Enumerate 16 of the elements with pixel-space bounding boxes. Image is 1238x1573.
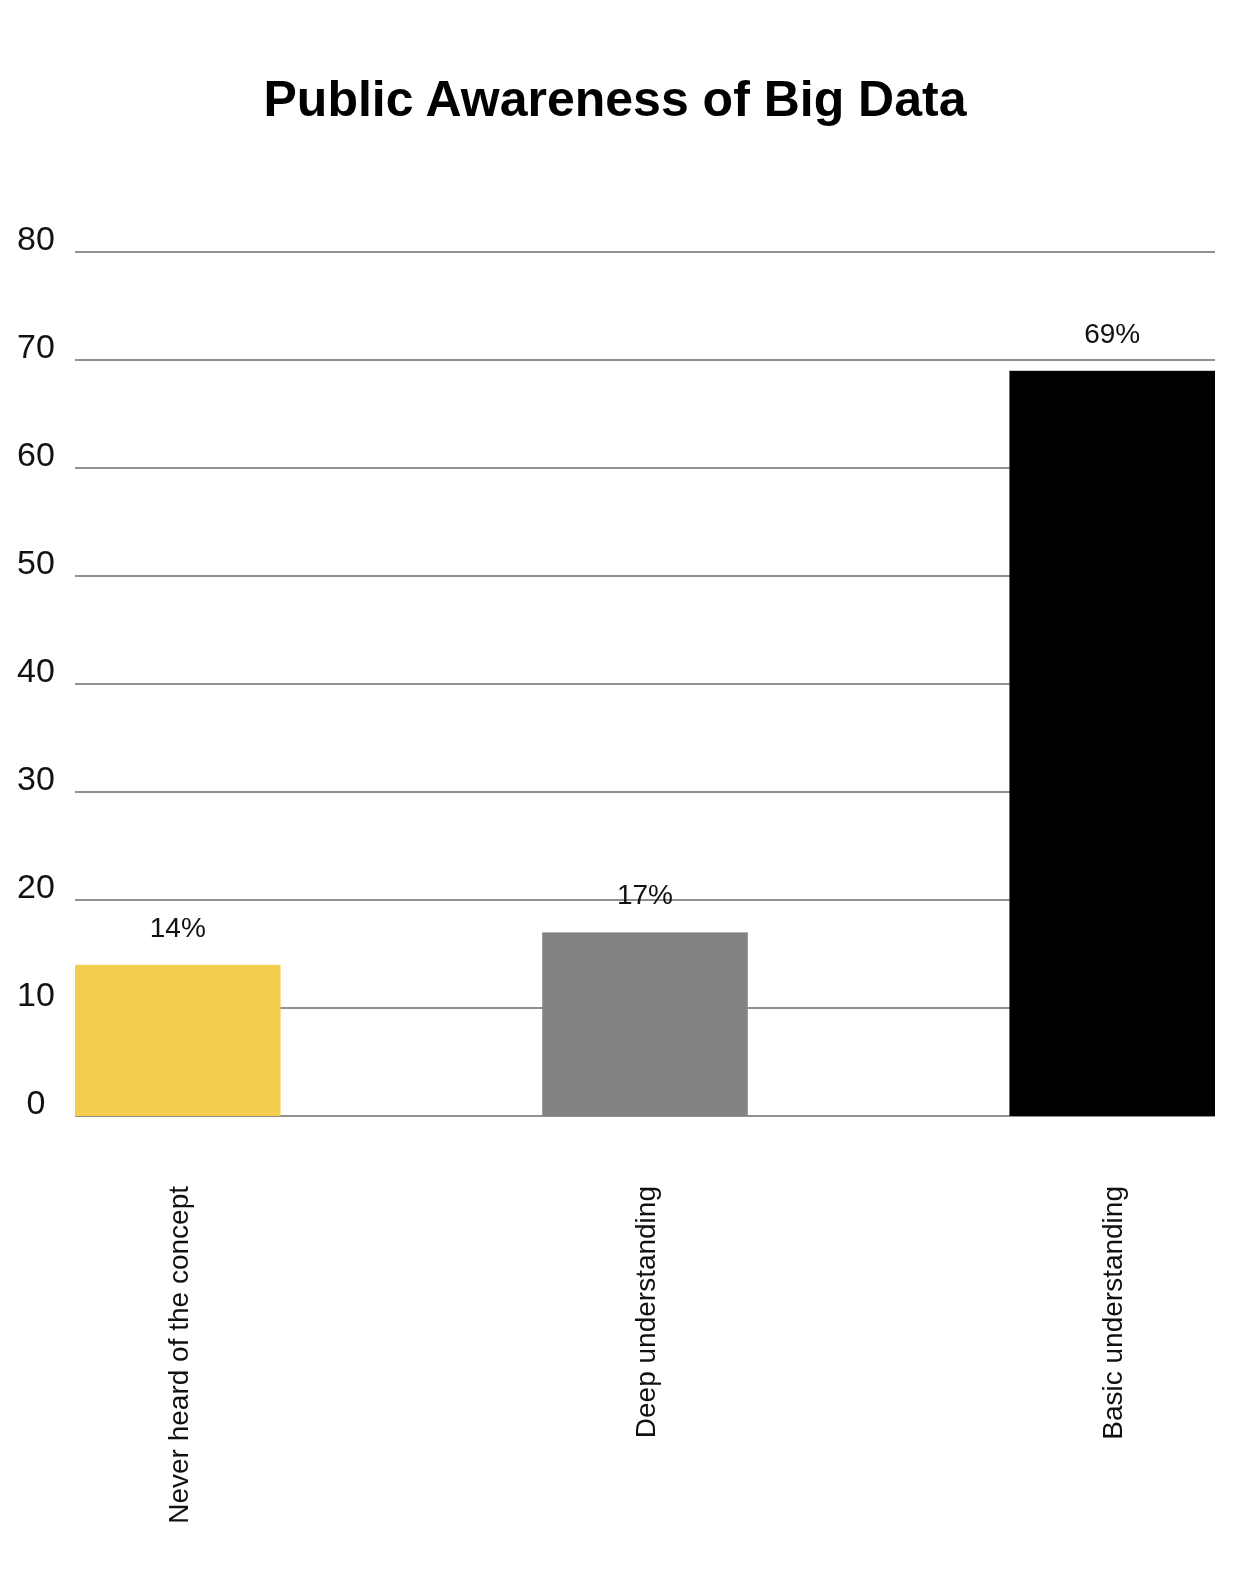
y-tick-label: 0: [26, 1083, 46, 1121]
x-tick-label: Never heard of the concept: [162, 1185, 194, 1524]
chart-title: Public Awareness of Big Data: [263, 71, 968, 127]
x-tick-label: Basic understanding: [1097, 1186, 1129, 1440]
y-tick-label: 20: [17, 867, 55, 905]
y-tick-label: 80: [17, 219, 55, 257]
y-tick-label: 30: [17, 759, 55, 797]
y-tick-label: 70: [17, 327, 55, 365]
y-tick-label: 10: [17, 975, 55, 1013]
data-label: 69%: [1084, 317, 1141, 349]
y-tick-label: 40: [17, 651, 55, 689]
data-label: 14%: [149, 911, 206, 943]
y-tick-label: 60: [17, 435, 55, 473]
x-tick-label: Deep understanding: [630, 1186, 661, 1439]
data-label: 17%: [616, 879, 674, 911]
y-tick-label: 50: [17, 543, 55, 581]
